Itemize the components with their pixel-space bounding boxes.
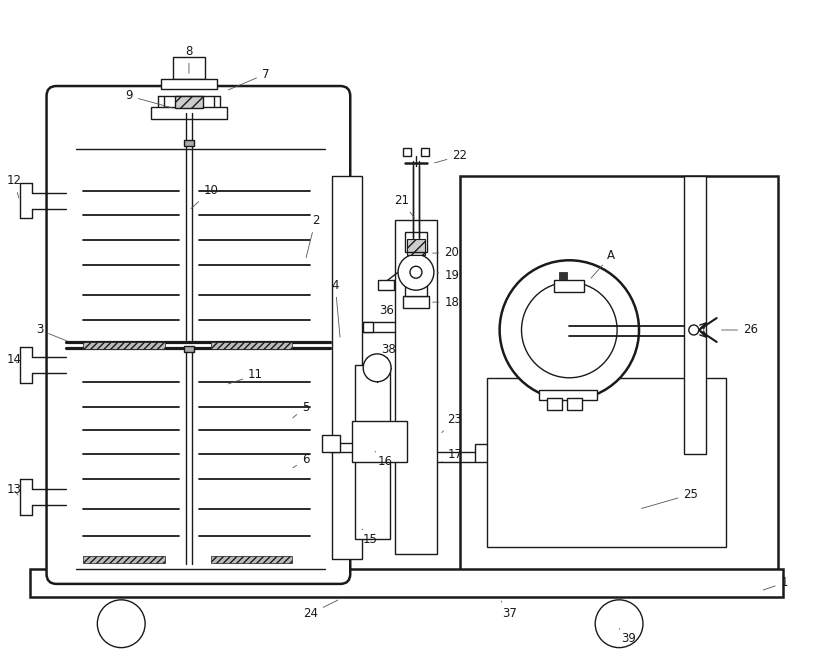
Bar [539,390,597,400]
Circle shape [364,354,391,382]
Bar [378,280,394,290]
Circle shape [500,261,639,400]
Text: 36: 36 [380,304,395,322]
Bar [555,280,584,292]
Bar [567,398,583,409]
Bar [184,140,194,146]
Text: 20: 20 [433,246,459,259]
Text: 23: 23 [442,413,462,432]
Bar [211,556,292,563]
Bar [405,286,427,296]
Text: 24: 24 [303,600,337,620]
Bar [684,176,706,454]
Text: 12: 12 [7,174,21,198]
Text: 6: 6 [292,453,309,468]
Text: 11: 11 [229,368,263,384]
Bar [364,322,373,332]
Text: 2: 2 [306,214,319,257]
Bar [355,365,390,539]
Bar [161,79,217,89]
Text: 18: 18 [433,296,459,309]
Circle shape [521,282,617,378]
Text: A: A [591,249,615,278]
Bar [211,342,292,349]
Text: 4: 4 [332,279,340,337]
Text: 16: 16 [375,451,393,468]
Bar [175,96,203,108]
Text: 26: 26 [721,323,758,336]
Text: 15: 15 [362,529,377,546]
Bar [475,445,493,462]
Bar [83,342,165,349]
Bar [323,434,341,453]
Bar [184,346,194,352]
Text: 39: 39 [619,629,636,645]
Text: 19: 19 [438,269,459,281]
Bar [83,556,165,563]
Text: 13: 13 [7,483,21,496]
Circle shape [398,254,434,290]
Bar [333,176,362,559]
Bar [487,378,725,547]
Text: 9: 9 [126,89,173,108]
Bar [403,148,411,155]
Bar [352,421,407,462]
Text: 8: 8 [185,44,193,73]
Text: 14: 14 [7,353,21,366]
Bar [405,232,427,252]
Text: 25: 25 [641,488,699,509]
Text: 7: 7 [228,67,270,90]
Bar [547,398,562,409]
Text: 38: 38 [378,343,395,360]
Text: 10: 10 [191,184,218,208]
Text: 1: 1 [763,577,788,590]
Circle shape [689,325,699,335]
Text: 22: 22 [435,150,467,163]
Text: 17: 17 [442,448,462,462]
Bar [29,569,784,597]
Bar [421,148,429,155]
Circle shape [596,600,643,648]
Text: 3: 3 [36,323,67,341]
Text: 21: 21 [395,194,414,218]
FancyBboxPatch shape [47,86,350,584]
Bar [395,221,437,554]
Bar [151,107,227,119]
Bar [407,240,425,255]
Circle shape [97,600,145,648]
Bar [173,57,205,79]
Bar [560,272,567,280]
Circle shape [410,266,422,278]
Text: 37: 37 [501,601,517,620]
Text: 5: 5 [292,401,309,418]
Bar [403,296,429,308]
Bar [460,176,779,574]
